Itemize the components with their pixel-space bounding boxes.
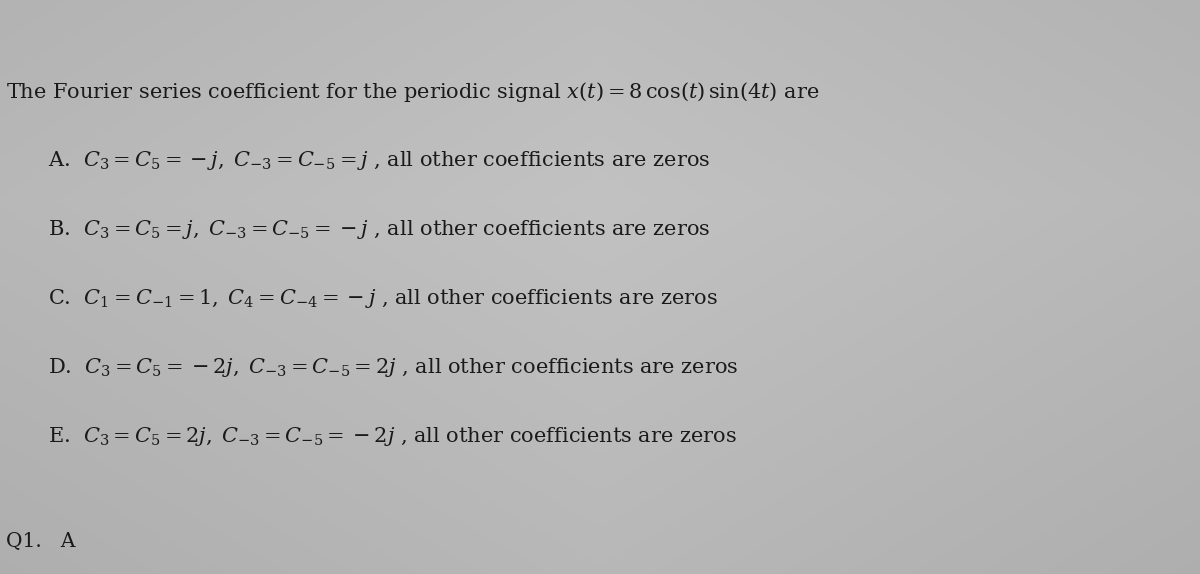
Text: Q1.   A: Q1. A [6,532,76,551]
Text: C.  $C_1 = C_{-1} = 1,\; C_4 = C_{-4} = -j$ , all other coefficients are zeros: C. $C_1 = C_{-1} = 1,\; C_4 = C_{-4} = -… [48,287,718,310]
Text: B.  $C_3 = C_5 = j,\; C_{-3} = C_{-5} = -j$ , all other coefficients are zeros: B. $C_3 = C_5 = j,\; C_{-3} = C_{-5} = -… [48,218,710,241]
Text: E.  $C_3 = C_5 = 2j,\; C_{-3} = C_{-5} = -2j$ , all other coefficients are zeros: E. $C_3 = C_5 = 2j,\; C_{-3} = C_{-5} = … [48,425,737,448]
Text: D.  $C_3 = C_5 = -2j,\; C_{-3} = C_{-5} = 2j$ , all other coefficients are zeros: D. $C_3 = C_5 = -2j,\; C_{-3} = C_{-5} =… [48,356,738,379]
Text: A.  $C_3 = C_5 = -j,\; C_{-3} = C_{-5} = j$ , all other coefficients are zeros: A. $C_3 = C_5 = -j,\; C_{-3} = C_{-5} = … [48,149,710,172]
Text: The Fourier series coefficient for the periodic signal $x(t) = 8\,\mathrm{cos}(t: The Fourier series coefficient for the p… [6,80,820,104]
